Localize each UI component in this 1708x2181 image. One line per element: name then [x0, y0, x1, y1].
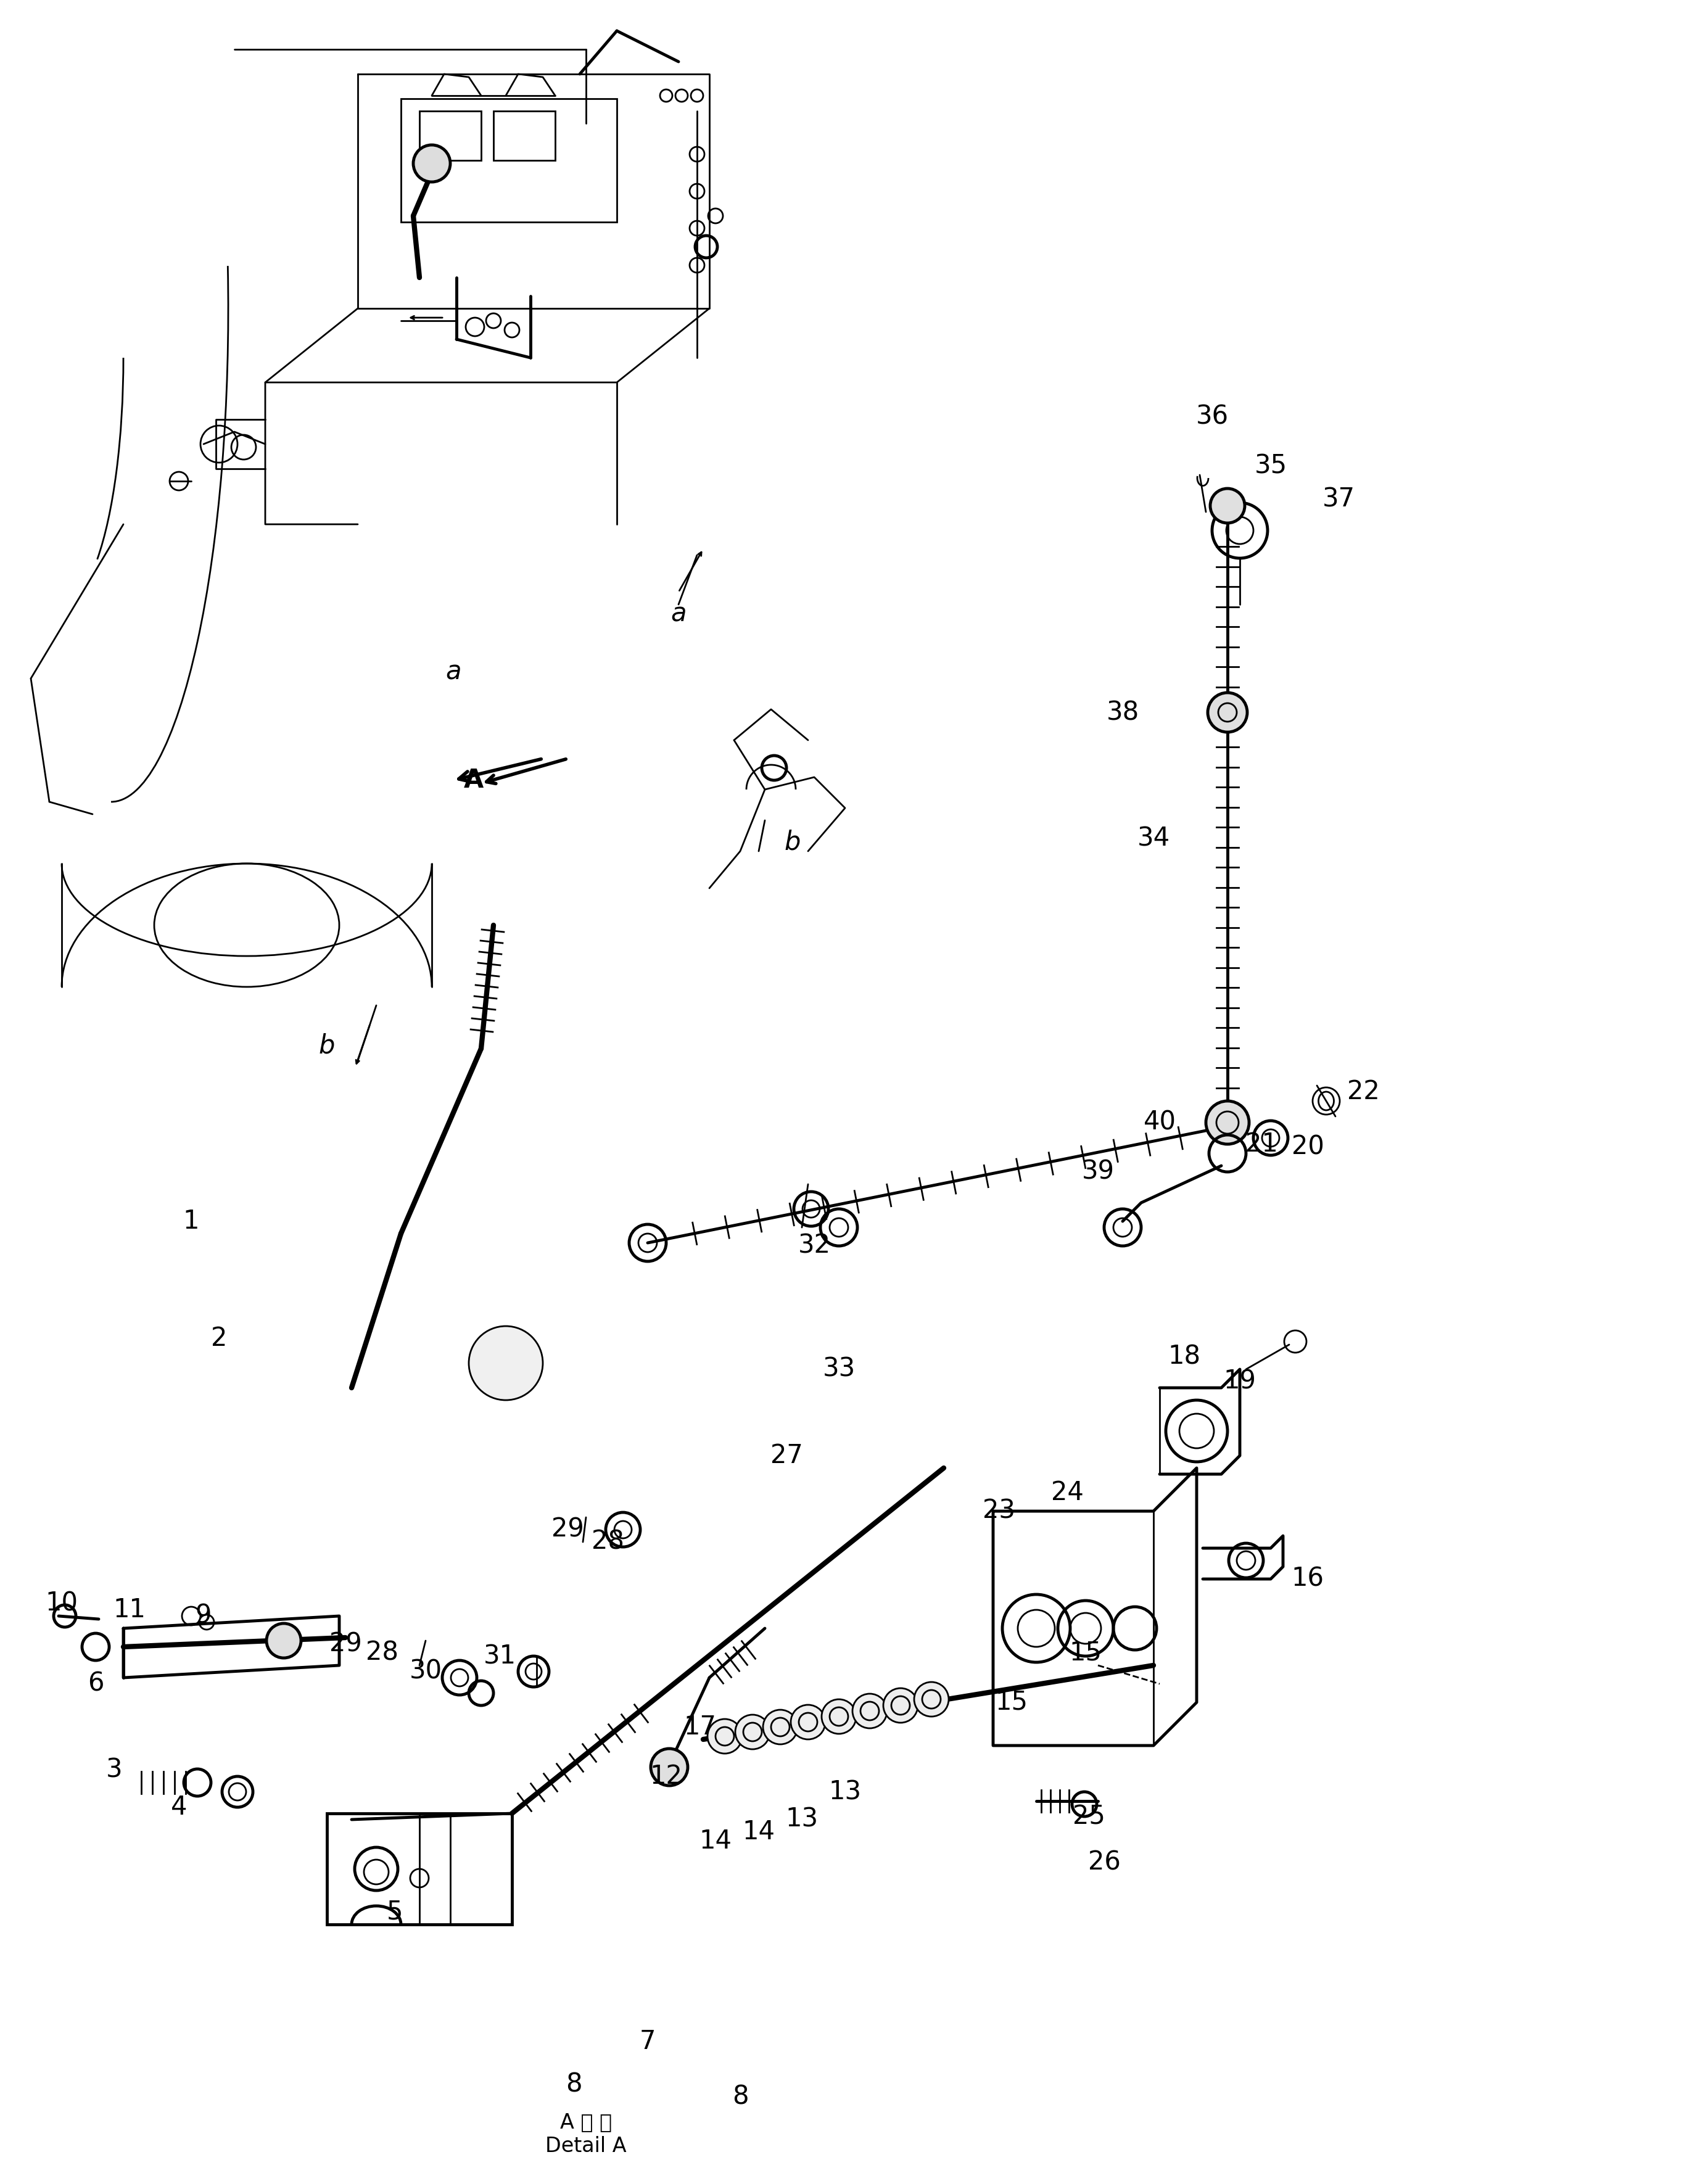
Bar: [494, 111, 555, 161]
Text: 29: 29: [552, 1516, 584, 1542]
Text: 28: 28: [591, 1529, 623, 1555]
Text: A: A: [465, 768, 483, 794]
Circle shape: [651, 1749, 688, 1786]
Text: 16: 16: [1291, 1566, 1324, 1592]
Text: 31: 31: [483, 1642, 516, 1668]
Text: 33: 33: [823, 1357, 856, 1383]
Circle shape: [1206, 1101, 1249, 1145]
Bar: [420, 111, 482, 161]
Text: 30: 30: [410, 1658, 442, 1684]
Circle shape: [413, 144, 451, 181]
Text: 15: 15: [996, 1690, 1028, 1714]
Text: 15: 15: [1069, 1640, 1102, 1666]
Text: b: b: [319, 1032, 335, 1058]
Text: 10: 10: [46, 1590, 79, 1616]
Text: 21: 21: [1245, 1132, 1278, 1158]
Text: 5: 5: [386, 1900, 403, 1926]
Text: 9: 9: [195, 1603, 212, 1629]
Circle shape: [1208, 694, 1247, 733]
Text: 1: 1: [183, 1208, 200, 1234]
Text: 36: 36: [1196, 403, 1228, 430]
Text: 13: 13: [828, 1780, 861, 1804]
Text: 22: 22: [1348, 1080, 1380, 1106]
Text: a: a: [671, 600, 687, 626]
Text: 2: 2: [210, 1326, 227, 1352]
Text: 8: 8: [565, 2072, 582, 2098]
Text: 29: 29: [330, 1631, 362, 1658]
Text: A 詳 細
Detail A: A 詳 細 Detail A: [545, 2111, 627, 2157]
Text: 17: 17: [683, 1714, 716, 1740]
Text: 24: 24: [1050, 1479, 1083, 1505]
Text: 35: 35: [1254, 454, 1288, 478]
Text: b: b: [784, 829, 801, 855]
Circle shape: [914, 1682, 948, 1716]
Circle shape: [852, 1695, 886, 1727]
Text: 27: 27: [770, 1442, 803, 1468]
Text: 12: 12: [649, 1764, 683, 1788]
Circle shape: [468, 1326, 543, 1400]
Text: 14: 14: [699, 1828, 731, 1854]
Text: 26: 26: [1088, 1849, 1120, 1876]
Bar: [401, 98, 617, 222]
Text: 28: 28: [366, 1640, 398, 1666]
Text: 11: 11: [113, 1596, 145, 1623]
Text: 14: 14: [743, 1819, 775, 1845]
Circle shape: [791, 1706, 825, 1740]
Circle shape: [883, 1688, 917, 1723]
Text: 25: 25: [1073, 1804, 1105, 1830]
Text: 19: 19: [1223, 1370, 1255, 1394]
Text: 4: 4: [171, 1795, 188, 1821]
Circle shape: [266, 1623, 301, 1658]
Text: 18: 18: [1168, 1343, 1201, 1370]
Text: 6: 6: [87, 1671, 104, 1697]
Circle shape: [763, 1710, 798, 1745]
Bar: [326, 1812, 512, 1924]
Text: 8: 8: [733, 2085, 748, 2109]
Text: 7: 7: [639, 2028, 656, 2055]
Text: 40: 40: [1143, 1110, 1177, 1136]
Text: 3: 3: [106, 1758, 123, 1784]
Text: 37: 37: [1322, 486, 1354, 513]
Text: 20: 20: [1291, 1134, 1324, 1160]
Circle shape: [707, 1719, 741, 1754]
Text: a: a: [446, 659, 461, 685]
Text: 39: 39: [1081, 1158, 1114, 1184]
Circle shape: [822, 1699, 856, 1734]
Text: 32: 32: [798, 1232, 830, 1258]
Text: 34: 34: [1138, 827, 1170, 853]
Circle shape: [1211, 489, 1245, 523]
Text: 38: 38: [1107, 700, 1139, 726]
Text: 23: 23: [982, 1498, 1016, 1525]
Circle shape: [734, 1714, 770, 1749]
Text: 13: 13: [786, 1806, 818, 1832]
